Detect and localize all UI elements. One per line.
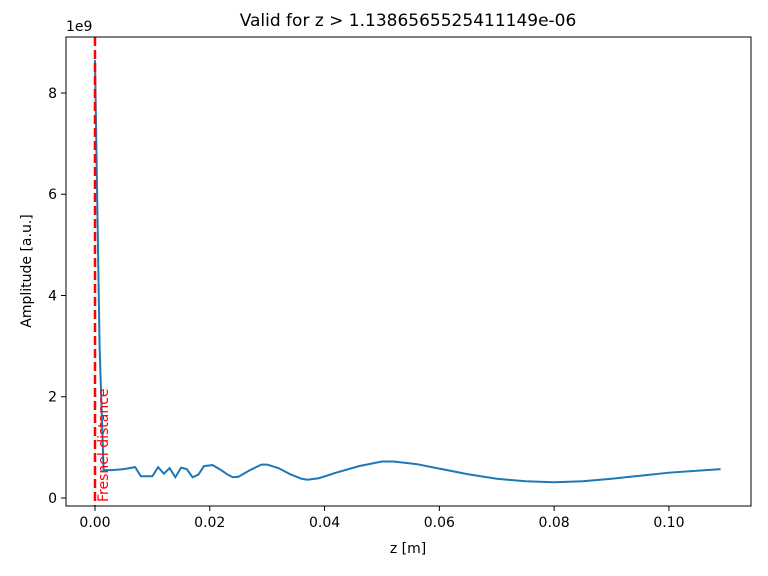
y-tick-label: 4 bbox=[48, 288, 57, 304]
fresnel-label: Fresnel distance bbox=[96, 388, 112, 502]
x-tick-label: 0.10 bbox=[653, 515, 684, 531]
line bbox=[93, 60, 721, 484]
x-axis-label: z [m] bbox=[390, 541, 426, 557]
x-tick-label: 0.00 bbox=[79, 515, 110, 531]
x-tick-label: 0.04 bbox=[309, 515, 340, 531]
y-axis-label: Amplitude [a.u.] bbox=[19, 214, 35, 327]
x-tick-label: 0.06 bbox=[424, 515, 455, 531]
y-tick-label: 6 bbox=[48, 187, 57, 203]
chart-title: Valid for z > 1.1386565525411149e-06 bbox=[240, 11, 577, 31]
y-tick-label: 0 bbox=[48, 491, 57, 507]
axes-frame bbox=[65, 36, 752, 507]
y-tick-label: 2 bbox=[48, 390, 57, 406]
x-tick-label: 0.02 bbox=[194, 515, 225, 531]
x-tick-label: 0.08 bbox=[539, 515, 570, 531]
y-tick-label: 8 bbox=[48, 86, 57, 102]
y-offset-text: 1e9 bbox=[66, 19, 92, 35]
